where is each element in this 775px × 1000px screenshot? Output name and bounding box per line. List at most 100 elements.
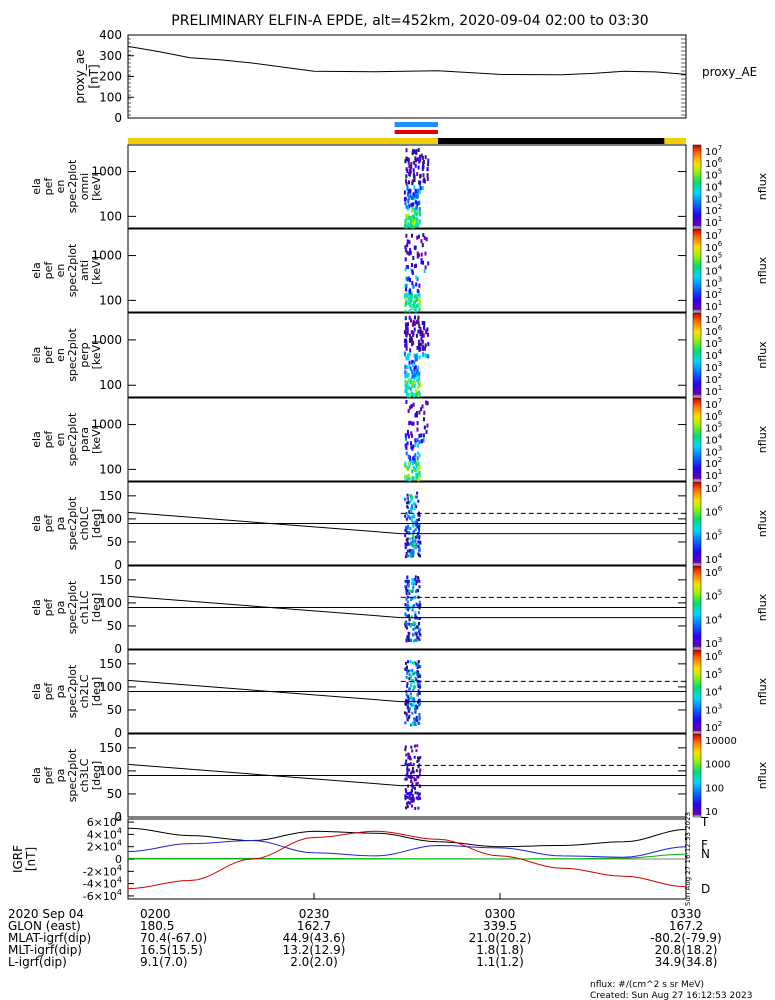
spectro-pixel: [412, 524, 415, 528]
spectro-pixel: [416, 631, 418, 635]
y-tick-label: 100: [99, 462, 122, 476]
spectro-pixel: [414, 778, 417, 782]
y-axis-label-line: pef: [42, 766, 55, 785]
colorbar-tick-label: 103: [705, 702, 722, 716]
spectro-pixel: [407, 638, 410, 642]
spectro-pixel: [418, 159, 421, 164]
spectro-pixel: [411, 281, 414, 286]
spectro-pixel: [406, 493, 409, 497]
spectro-pixel: [419, 342, 422, 347]
spectro-pixel: [417, 461, 420, 466]
spectro-pixel: [415, 309, 418, 314]
spectro-pixel: [413, 744, 416, 748]
spectro-pixel: [412, 149, 414, 154]
spectro-pixel: [404, 621, 407, 624]
spectro-pixel: [406, 293, 409, 298]
spectro-pixel: [417, 617, 420, 620]
spectro-pixel: [406, 792, 409, 796]
spectro-pixel: [416, 209, 419, 214]
panel-proxy-ae: 400 300 200 100 0 proxy_ae [nT] proxy_AE: [73, 28, 757, 125]
spectro-pixel: [412, 766, 414, 770]
spectro-pixel: [411, 604, 414, 608]
spectro-pixel: [405, 213, 408, 218]
spectro-pixel: [410, 494, 413, 498]
spectro-pixel: [414, 661, 417, 665]
loss-cone-sloped: [127, 595, 401, 619]
colorbar-tick-label: 102: [705, 203, 722, 217]
spectro-pixel: [407, 454, 410, 459]
spectro-pixel: [417, 525, 420, 529]
spectro-pixel: [418, 579, 421, 583]
spectro-pixel: [404, 389, 407, 394]
spectro-pixel: [422, 346, 424, 351]
spectro-pixel: [417, 689, 420, 693]
spectro-pixel: [410, 208, 413, 213]
spectro-pixel: [427, 261, 430, 266]
loss-cone-sloped: [127, 511, 401, 535]
spectro-pixel: [404, 534, 407, 538]
spectro-pixel: [412, 394, 415, 399]
spectro-pixel: [406, 225, 408, 230]
spectro-pixel: [411, 269, 414, 274]
spectro-pixel: [417, 663, 420, 667]
spectro-pixel: [418, 303, 421, 308]
y-tick-label: 150: [99, 657, 122, 671]
spectro-pixel: [407, 583, 410, 586]
colorbar-tick-label: 1000: [705, 760, 730, 771]
spectro-pixel: [411, 181, 414, 186]
spectro-pixel: [414, 188, 417, 193]
spectro-pixel: [415, 158, 417, 163]
spectro-pixel: [415, 476, 418, 481]
spectro-pixel: [414, 613, 417, 617]
spectro-pixel: [407, 434, 410, 439]
spectro-pixel: [408, 677, 411, 681]
colorbar: [692, 312, 702, 398]
spectro-pixel: [418, 371, 421, 376]
spectro-pixel: [405, 389, 408, 393]
spectro-pixel: [417, 165, 420, 170]
spectro-pixel: [411, 360, 414, 365]
spectro-pixel: [406, 718, 409, 721]
colorbar-label: nflux: [756, 761, 769, 789]
spectro-pixel: [405, 552, 408, 555]
spectro-pixel: [408, 352, 411, 356]
spectro-pixel: [419, 329, 422, 334]
spectro-pixel: [415, 663, 418, 667]
spectro-pixel: [427, 158, 430, 163]
colorbar-label: nflux: [756, 677, 769, 705]
ephemeris-row-label: MLAT-igrf(dip): [8, 931, 91, 945]
spectro-pixel: [411, 794, 414, 798]
spectro-pixel: [407, 792, 410, 795]
panel-ela_pef_pa_spec2plot_ch0LC: ela pef pa spec2plot ch0LC [deg] 150 100 50 0 107 1…: [30, 481, 769, 572]
spectro-pixel: [406, 250, 409, 255]
spectro-pixel: [409, 669, 412, 673]
spectro-pixel: [417, 611, 420, 615]
y-tick-label: 0: [114, 558, 122, 572]
colorbar-tick-label: 106: [705, 565, 723, 579]
spectro-pixel: [408, 622, 411, 626]
spectro-pixel: [413, 301, 416, 306]
spectro-pixel: [411, 233, 413, 238]
y-axis-label-line: ela: [30, 431, 43, 448]
science-zone-red: [394, 130, 438, 134]
spectro-pixel: [409, 550, 412, 554]
run-stamp: Sun Aug 27 16:12:53 2023: [684, 812, 692, 906]
spectro-pixel: [409, 660, 412, 663]
spectro-pixel: [409, 299, 412, 304]
spectro-pixel: [406, 385, 409, 390]
spectro-pixel: [404, 528, 407, 532]
spectro-pixel: [416, 781, 419, 785]
spectro-pixel: [407, 378, 410, 383]
spectro-pixel: [405, 639, 408, 643]
spectro-pixel: [415, 304, 418, 309]
spectro-pixel: [416, 277, 419, 282]
spectro-pixel: [412, 762, 415, 766]
spectro-pixel: [404, 555, 407, 559]
colorbar-tick-label: 104: [705, 552, 723, 566]
loss-cone-sloped: [127, 763, 401, 787]
spectro-pixel: [407, 289, 410, 294]
spectro-pixel: [417, 545, 420, 548]
spectro-pixel: [421, 404, 424, 409]
spectro-pixel: [406, 298, 409, 303]
spectro-pixel: [407, 703, 409, 707]
